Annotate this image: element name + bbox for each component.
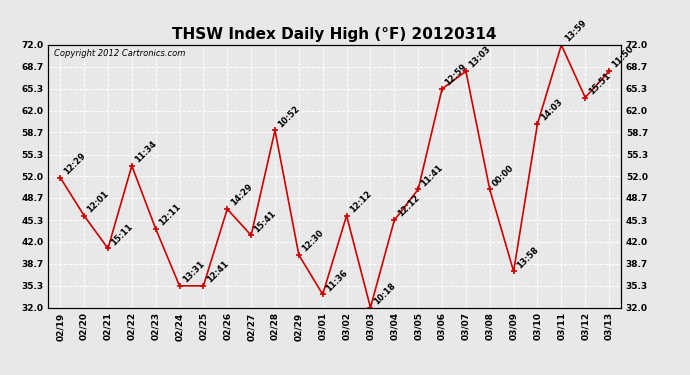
Text: 11:34: 11:34 (133, 139, 159, 164)
Text: 12:29: 12:29 (61, 151, 87, 176)
Title: THSW Index Daily High (°F) 20120314: THSW Index Daily High (°F) 20120314 (172, 27, 497, 42)
Text: Copyright 2012 Cartronics.com: Copyright 2012 Cartronics.com (54, 49, 186, 58)
Text: 12:01: 12:01 (86, 189, 111, 214)
Text: 15:51: 15:51 (586, 71, 612, 96)
Text: 10:52: 10:52 (277, 104, 302, 129)
Text: 13:31: 13:31 (181, 259, 206, 285)
Text: 14:03: 14:03 (539, 97, 564, 122)
Text: 15:41: 15:41 (253, 209, 278, 234)
Text: 12:59: 12:59 (444, 62, 469, 88)
Text: 12:11: 12:11 (157, 202, 182, 227)
Text: 12:12: 12:12 (395, 194, 421, 219)
Text: 15:11: 15:11 (109, 222, 135, 247)
Text: 13:59: 13:59 (563, 18, 588, 44)
Text: 12:41: 12:41 (205, 259, 230, 285)
Text: 11:41: 11:41 (420, 163, 445, 188)
Text: 13:58: 13:58 (515, 245, 540, 270)
Text: 11:50: 11:50 (611, 45, 635, 70)
Text: 13:03: 13:03 (467, 45, 493, 70)
Text: 12:30: 12:30 (300, 228, 326, 254)
Text: 11:36: 11:36 (324, 268, 349, 293)
Text: 14:29: 14:29 (228, 182, 254, 208)
Text: 10:18: 10:18 (372, 281, 397, 306)
Text: 00:00: 00:00 (491, 163, 516, 188)
Text: 12:12: 12:12 (348, 189, 373, 214)
